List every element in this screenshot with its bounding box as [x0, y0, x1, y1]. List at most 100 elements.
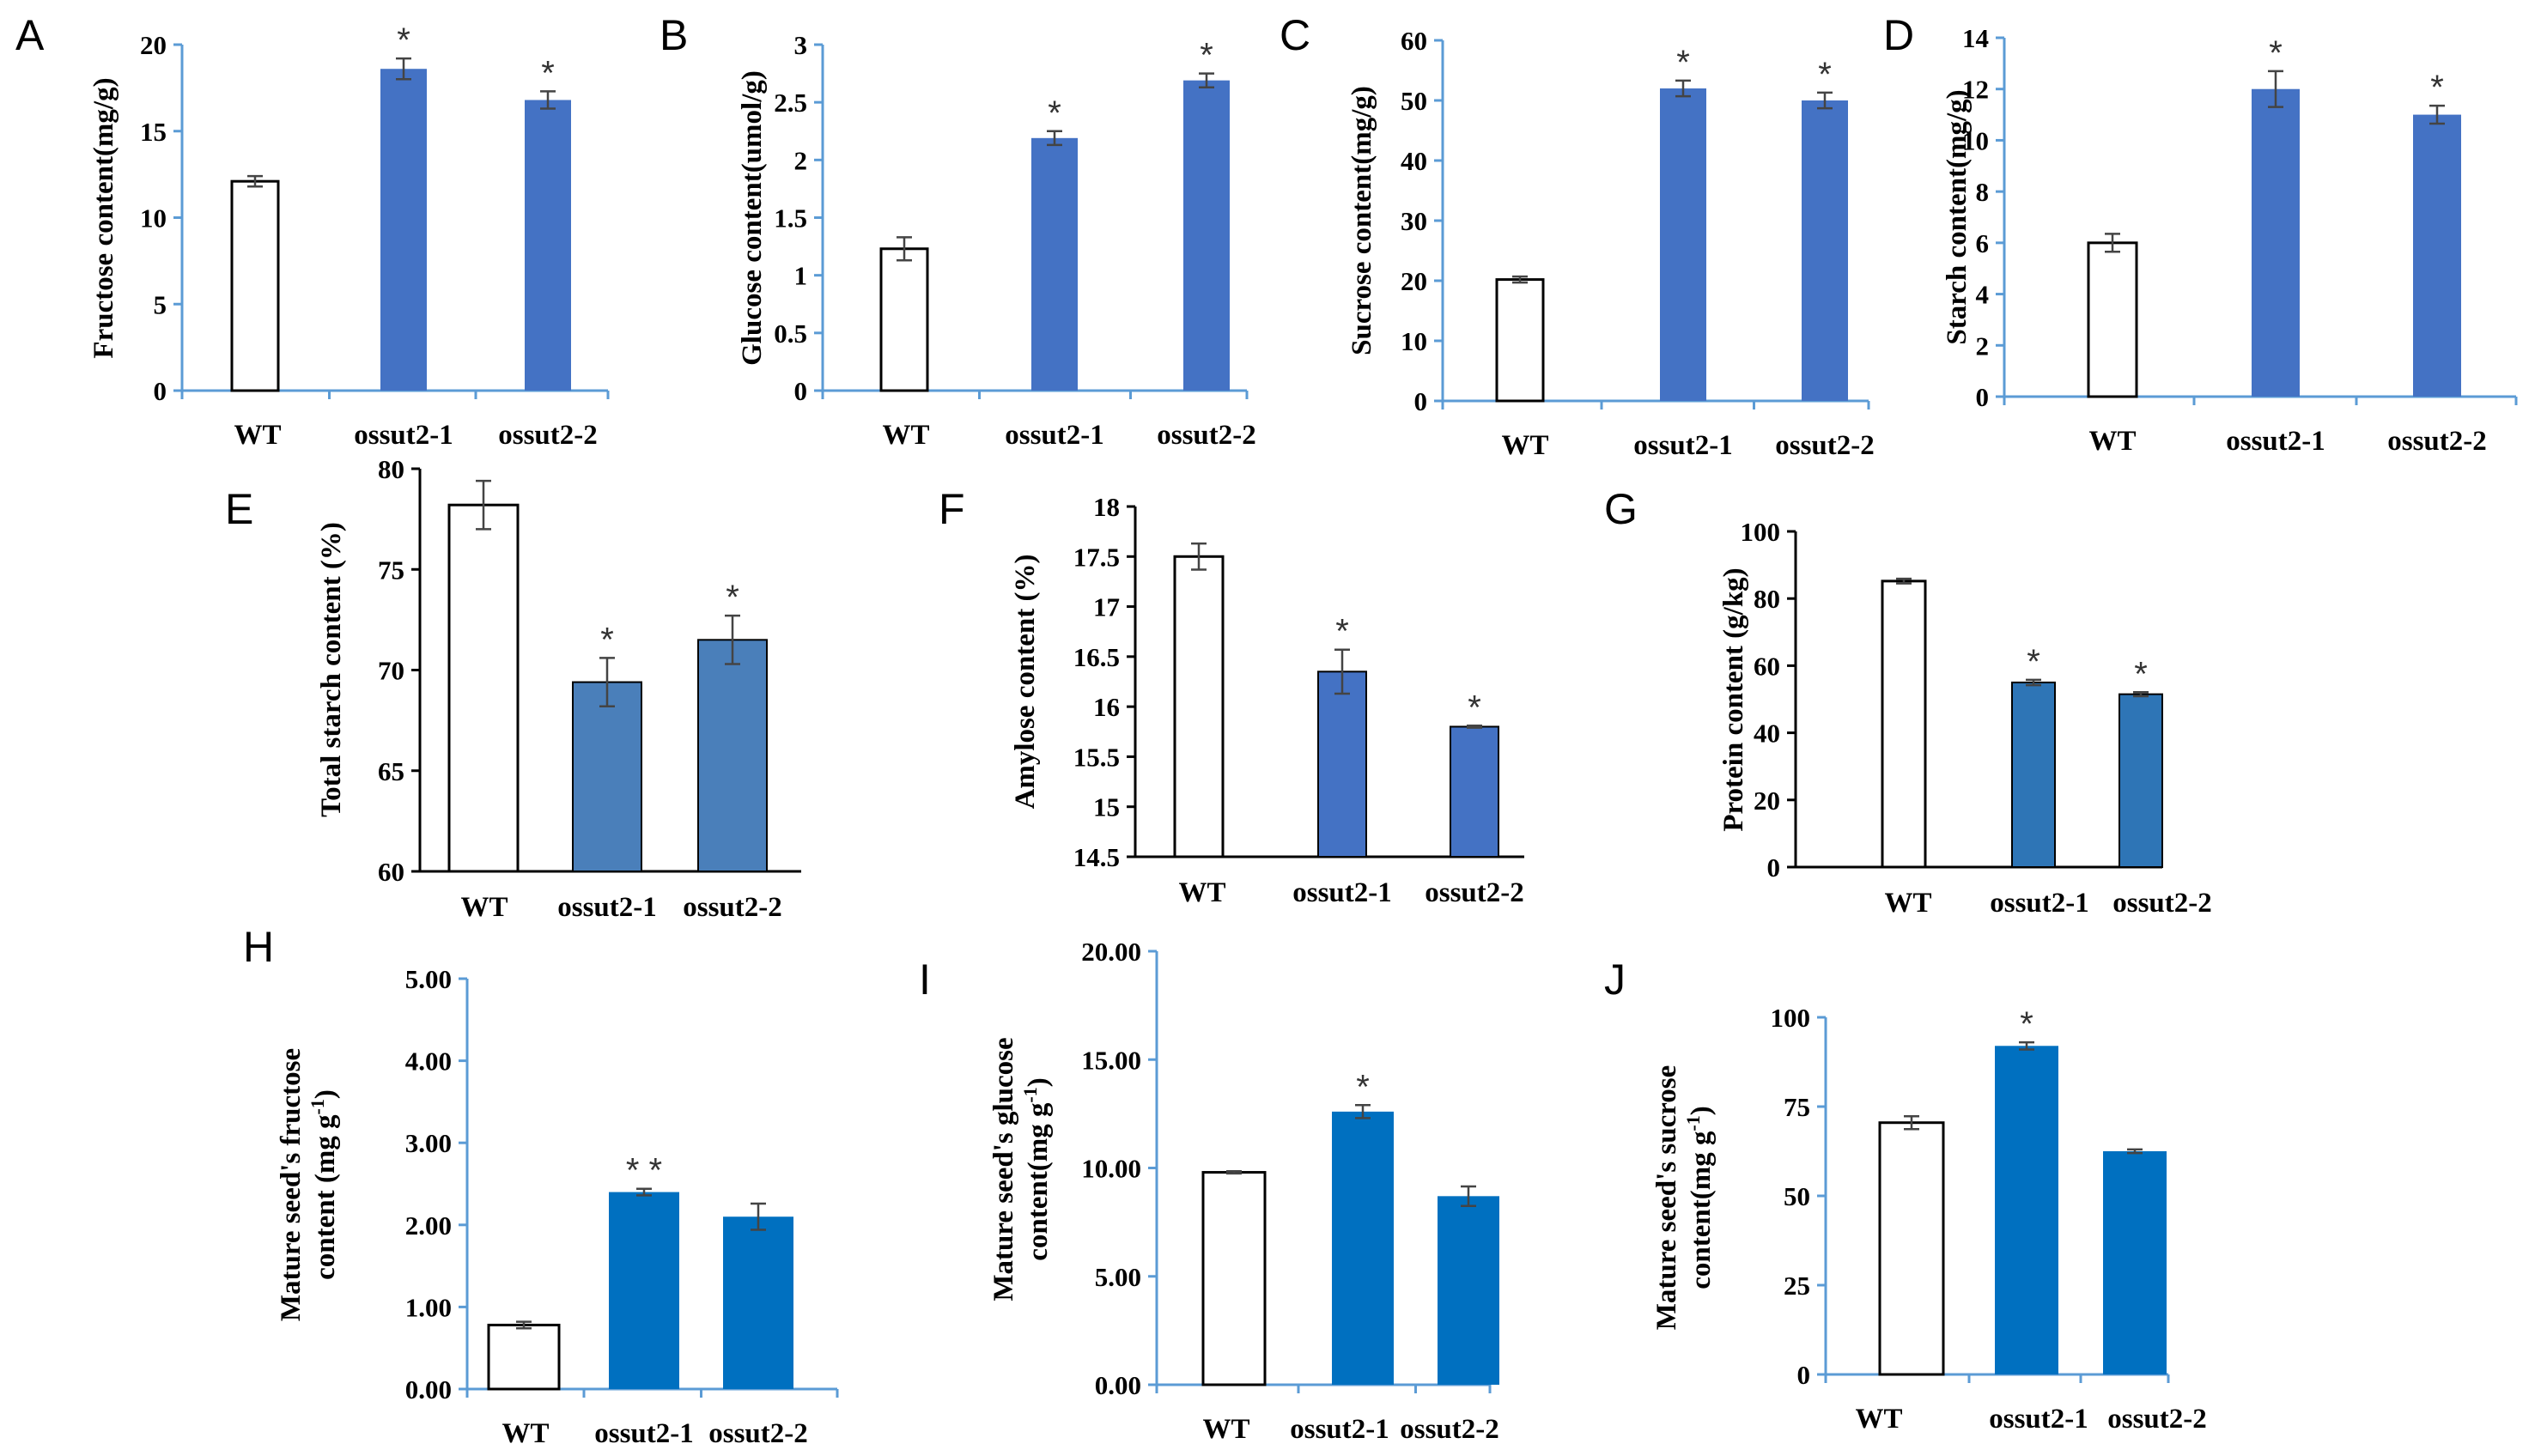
y-tick-label: 20 [1754, 786, 1780, 816]
panel-h: H 0.00 1.00 2.00 3.00 4.00 5.00 WT * * ossut2-1 os… [243, 923, 839, 1449]
significance-marker: * [1048, 94, 1061, 132]
category-label: ossut2-1 [594, 1418, 694, 1449]
y-tick-label: 100 [1771, 1003, 1811, 1033]
y-tick-label: 20.00 [1081, 937, 1141, 967]
bar-WT [879, 247, 929, 392]
y-tick-label: 1.00 [405, 1292, 452, 1322]
error-bar [1675, 79, 1691, 98]
category-label: WT [882, 420, 929, 451]
bar-ossut2-2 [723, 1216, 793, 1389]
panel-letter: A [15, 11, 45, 59]
category-label: ossut2-2 [498, 420, 598, 451]
error-bar [2429, 104, 2445, 125]
significance-marker: * [1818, 56, 1832, 94]
y-axis-label: Mature seed's glucose content(mg g-1) [988, 1037, 1054, 1301]
error-bar [1896, 577, 1912, 585]
category-label: ossut2-1 [1290, 1414, 1389, 1445]
y-axis-label: Glucose content(umol/g) [737, 70, 768, 366]
y-tick-label: 60 [378, 857, 404, 887]
error-bar [1461, 1185, 1476, 1207]
bar-ossut2-2 [697, 639, 768, 872]
y-tick-label: 4.00 [405, 1046, 452, 1077]
significance-marker: * [1335, 613, 1349, 651]
y-axis-label-line: Sucrose content(mg/g) [1346, 86, 1377, 355]
y-tick-label: 0 [1797, 1360, 1811, 1390]
error-bar [1191, 542, 1207, 571]
axes: 0 10 20 30 40 50 60 [1401, 26, 1870, 416]
significance-marker: * [2020, 1005, 2033, 1043]
y-tick-label: 10 [1962, 125, 1989, 155]
bar-ossut2-1 [609, 1192, 679, 1389]
category-label: ossut2-1 [557, 892, 657, 923]
error-bar [1355, 1104, 1371, 1119]
axes: 0.00 5.00 10.00 15.00 20.00 [1081, 937, 1492, 1400]
bar-ossut2-1 [1995, 1046, 2058, 1374]
bar-ossut2-1 [1660, 88, 1706, 401]
panel-letter: B [660, 11, 688, 59]
y-tick-label: 0 [154, 376, 167, 406]
category-label: ossut2-2 [1775, 430, 1875, 461]
y-axis-label: Amylose content (%) [1010, 555, 1041, 810]
bar-ossut2-1 [572, 681, 642, 872]
y-tick-label: 30 [1401, 206, 1427, 236]
bar-ossut2-1 [2252, 88, 2300, 397]
y-tick-label: 12 [1962, 75, 1989, 105]
y-tick-label: 0 [794, 376, 808, 406]
axes: 0 0.5 1 1.5 2 2.5 3 [774, 30, 1249, 406]
bar-ossut2-1 [1317, 670, 1367, 858]
y-tick-label: 40 [1754, 719, 1780, 749]
bar-ossut2-1 [1332, 1111, 1394, 1385]
significance-marker: * [1200, 37, 1213, 75]
y-tick-label: 14.5 [1073, 842, 1120, 872]
panel-g: G 0 20 40 60 80 100 WT * ossut2-1 * ossut2-2 Protein… [1604, 485, 2212, 919]
y-tick-label: 2.00 [405, 1210, 452, 1241]
panel-letter: H [243, 923, 274, 971]
y-axis-label: Total starch content (%) [316, 522, 347, 817]
significance-marker: * [2269, 34, 2283, 72]
bar-ossut2-2 [2413, 114, 2461, 397]
panel-letter: G [1604, 485, 1638, 533]
panel-e: E 60 65 70 75 80 WT * ossut2-1 * ossut2-2 Total sta… [225, 454, 801, 923]
category-label: WT [1884, 888, 1931, 919]
significance-marker: * [397, 21, 410, 59]
error-bar [540, 90, 556, 110]
y-tick-label: 80 [378, 454, 404, 484]
y-tick-label: 60 [1401, 26, 1427, 56]
error-bar [751, 1202, 766, 1231]
y-tick-label: 15.00 [1081, 1045, 1141, 1075]
y-tick-label: 16 [1093, 692, 1120, 722]
category-label: WT [1501, 430, 1548, 461]
category-label: WT [502, 1418, 549, 1449]
panel-c: C 0 10 20 30 40 50 60 WT * ossut2-1 * ossut2-2 Sucros… [1280, 11, 1875, 461]
bar-ossut2-2 [1438, 1196, 1499, 1385]
significance-marker: * [2430, 69, 2444, 106]
y-tick-label: 17.5 [1073, 542, 1120, 572]
y-tick-label: 1 [794, 261, 808, 291]
y-tick-label: 6 [1976, 228, 1990, 258]
panel-j: J 0 25 50 75 100 WT * ossut2-1 ossut2-2 Mature see… [1604, 956, 2207, 1435]
y-axis-label-line: Glucose content(umol/g) [737, 70, 768, 366]
y-tick-label: 100 [1741, 517, 1781, 547]
bar-WT [1881, 579, 1927, 869]
category-label: ossut2-1 [1990, 888, 2089, 919]
category-label: ossut2-2 [1425, 877, 1524, 908]
y-tick-label: 10 [1401, 326, 1427, 356]
error-bar [725, 614, 740, 665]
y-tick-label: 17 [1093, 592, 1120, 622]
category-label: WT [1202, 1414, 1249, 1445]
bar-WT [1201, 1171, 1267, 1386]
error-bar [396, 57, 411, 81]
category-label: ossut2-1 [1989, 1404, 2088, 1435]
error-bar [1512, 275, 1528, 284]
significance-marker: * [600, 621, 614, 658]
error-bar [2133, 691, 2149, 698]
significance-marker: * [1676, 44, 1690, 82]
panel-letter: F [939, 485, 965, 533]
bar-ossut2-2 [2119, 693, 2163, 869]
y-axis-label-line: Amylose content (%) [1010, 555, 1041, 810]
bar-ossut2-2 [1450, 725, 1499, 858]
y-axis-label-line: Fructose content(mg/g) [88, 77, 119, 358]
error-bar [1047, 130, 1062, 147]
category-label: ossut2-2 [1157, 420, 1256, 451]
axes: 0 20 40 60 80 100 [1741, 517, 2162, 883]
